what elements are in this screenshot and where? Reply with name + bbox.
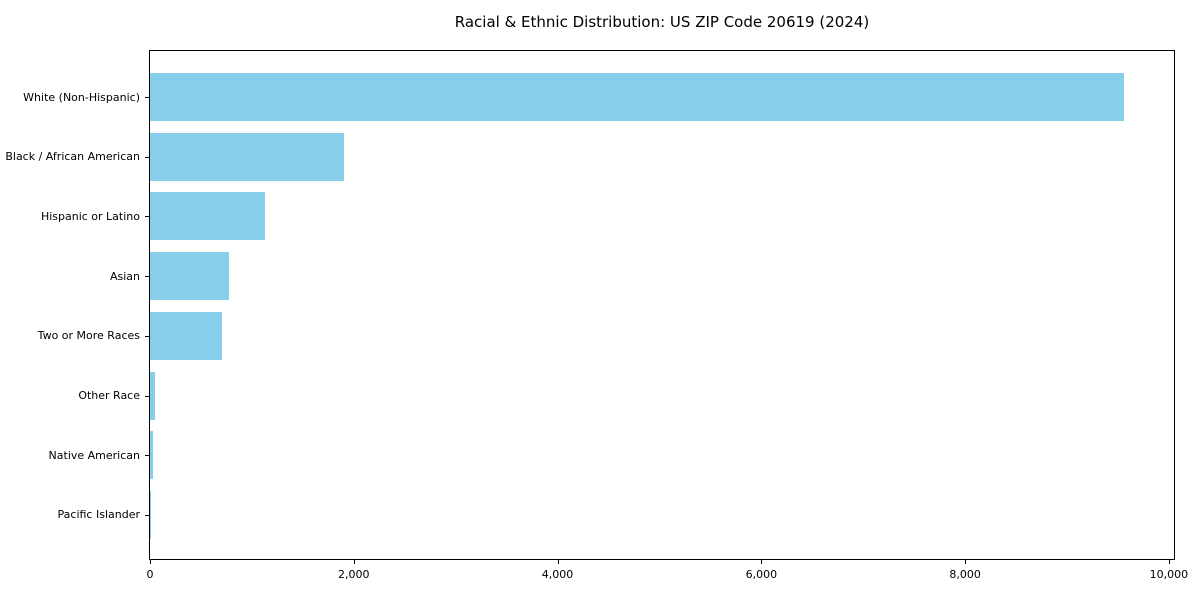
y-tick-mark (145, 395, 149, 397)
x-tick-mark (1168, 560, 1170, 564)
chart-title: Racial & Ethnic Distribution: US ZIP Cod… (454, 13, 870, 31)
x-tick-label: 2,000 (338, 568, 370, 581)
x-tick-mark (761, 560, 763, 564)
bar (150, 73, 1125, 121)
y-tick-mark (145, 455, 149, 457)
y-axis-label: Hispanic or Latino (40, 209, 140, 223)
y-tick-mark (145, 335, 149, 337)
bar (150, 252, 230, 301)
y-tick-mark (145, 514, 149, 516)
x-tick-mark (557, 560, 559, 564)
plot-area: White (Non-Hispanic) Black / African Amer… (5, 50, 1188, 581)
y-axis-label: Black / African American (5, 150, 140, 164)
x-tick-label: 0 (146, 568, 154, 581)
x-tick-mark (353, 560, 355, 564)
y-tick-mark (145, 216, 149, 218)
x-tick-mark (150, 560, 151, 564)
y-tick-mark (145, 156, 149, 158)
bar (150, 490, 151, 539)
x-tick-label: 8,000 (949, 568, 981, 581)
bar (150, 311, 223, 360)
bar (150, 371, 155, 420)
x-tick-mark (965, 560, 967, 564)
x-tick-label: 4,000 (541, 568, 574, 581)
x-tick-label: 6,000 (745, 568, 778, 581)
y-axis-label: Two or More Races (37, 329, 140, 343)
y-axis-label: Asian (109, 269, 140, 283)
bar (150, 192, 266, 241)
bar (150, 431, 154, 480)
x-tick-label: 10,000 (1149, 568, 1189, 581)
bar (150, 132, 344, 181)
y-tick-mark (145, 276, 149, 278)
y-tick-mark (145, 97, 149, 98)
y-axis-label: Native American (48, 448, 140, 462)
y-axis-label: Other Race (78, 389, 140, 403)
y-axis-label: White (Non-Hispanic) (23, 90, 140, 104)
y-axis-label: Pacific Islander (57, 508, 140, 522)
